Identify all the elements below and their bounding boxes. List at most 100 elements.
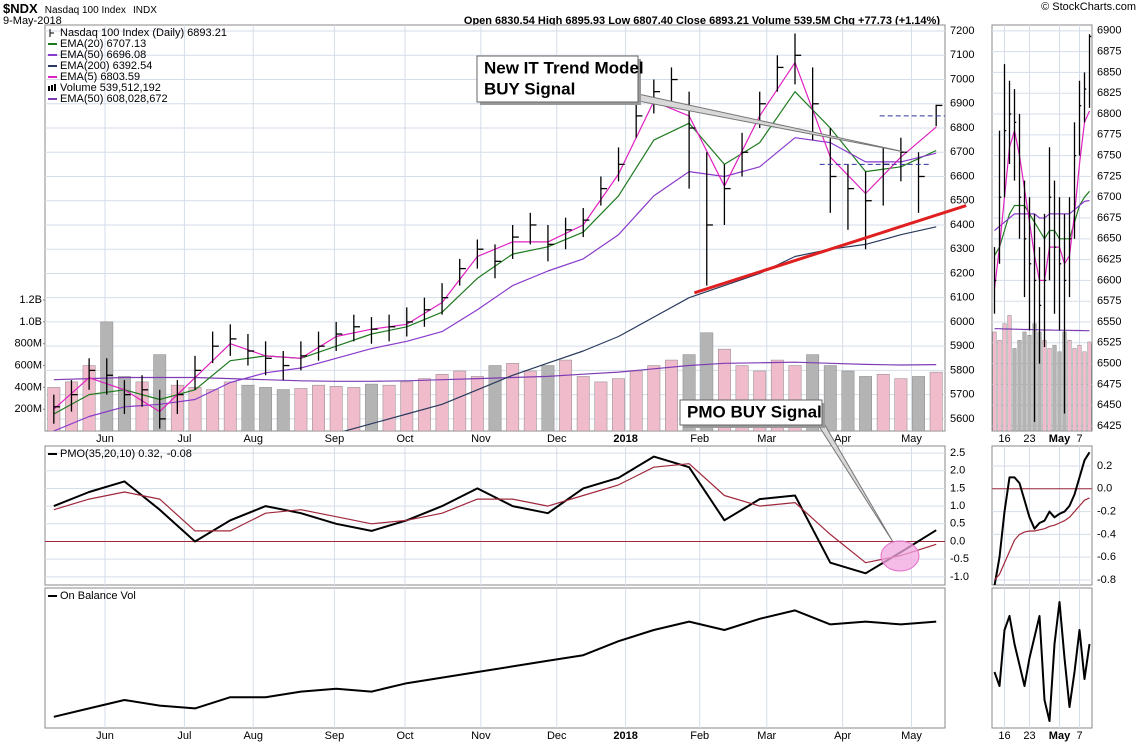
x-tick-label: Jun — [96, 730, 114, 742]
y-tick-label: 6550 — [1097, 316, 1121, 328]
volume-bar — [997, 339, 1002, 431]
x-tick-label: Nov — [471, 433, 491, 445]
series-line — [994, 497, 1090, 581]
y-tick-label: 6450 — [1097, 399, 1121, 411]
y-tick-label: 6575 — [1097, 295, 1121, 307]
x-tick-label: Mar — [757, 433, 776, 445]
x-tick-label: Aug — [243, 433, 263, 445]
legend-label: EMA(20) 6707.13 — [60, 38, 146, 50]
y-tick-label: 6475 — [1097, 378, 1121, 390]
symbol: $NDX — [3, 1, 38, 16]
volume-bar — [206, 389, 220, 431]
y-tick-label: 0.5 — [950, 518, 965, 530]
series-line — [53, 361, 937, 382]
series-line — [994, 328, 1090, 332]
y-tick-label: 2.5 — [950, 447, 965, 459]
x-tick-label: Jul — [177, 730, 191, 742]
volume-bar — [382, 384, 396, 431]
series-line — [993, 110, 1091, 289]
x-tick-label: May — [901, 433, 922, 445]
y-tick-label: -0.8 — [1097, 574, 1116, 586]
x-tick-label: Sep — [325, 730, 345, 742]
x-tick-label: Feb — [690, 730, 709, 742]
series-line — [994, 199, 1090, 231]
volume-bar — [894, 378, 908, 431]
x-tick-label: Nov — [471, 730, 491, 742]
series-line — [53, 137, 937, 431]
plot-area — [992, 34, 1092, 431]
x-tick-label: Feb — [690, 433, 709, 445]
volume-bar — [470, 376, 484, 431]
callout-box — [679, 399, 823, 426]
volume-bar — [1007, 315, 1012, 431]
y-tick-label: 6600 — [950, 170, 974, 182]
volume-bar — [1042, 339, 1047, 431]
highlight — [880, 540, 920, 572]
volume-bar — [823, 365, 837, 431]
volume-bar — [629, 370, 643, 431]
y-tick-label: 6750 — [1097, 150, 1121, 162]
y-tick-label: 7200 — [950, 25, 974, 37]
x-tick-label: Apr — [834, 730, 851, 742]
volume-bar — [1047, 348, 1052, 431]
volume-tick-label: 600M — [14, 359, 42, 371]
volume-bar — [912, 376, 925, 431]
panel — [991, 445, 1093, 586]
volume-bar — [992, 331, 997, 431]
y-tick-label: 5800 — [950, 364, 974, 376]
volume-bar — [523, 370, 537, 431]
volume-bar — [276, 389, 290, 431]
volume-bar — [1072, 348, 1077, 431]
series-line — [53, 463, 937, 564]
y-tick-label: 6100 — [950, 292, 974, 304]
x-tick-label: Oct — [396, 433, 413, 445]
volume-bar — [541, 365, 555, 431]
panel — [991, 24, 1093, 432]
y-tick-label: 6700 — [950, 146, 974, 158]
y-tick-label: 6500 — [1097, 358, 1121, 370]
volume-bar — [347, 387, 361, 431]
legend-swatch — [49, 29, 54, 37]
x-tick-label: 23 — [1023, 730, 1035, 742]
y-tick-label: 6725 — [1097, 170, 1121, 182]
x-tick-label: Jul — [177, 433, 191, 445]
legend-label: On Balance Vol — [60, 590, 136, 602]
volume-bar — [665, 359, 678, 431]
watermark: © StockCharts.com — [1041, 1, 1136, 13]
chart-header: $NDX Nasdaq 100 Index INDX — [3, 1, 157, 16]
volume-bar — [223, 381, 237, 431]
legend-label: Nasdaq 100 Index (Daily) 6893.21 — [60, 27, 227, 39]
x-tick-label: Sep — [325, 433, 345, 445]
volume-bar — [1002, 323, 1007, 431]
volume-bar — [312, 384, 325, 431]
y-tick-label: 1.5 — [950, 482, 965, 494]
y-tick-label: 0.2 — [1097, 460, 1112, 472]
x-tick-label: 2018 — [613, 433, 637, 445]
y-tick-label: 0.0 — [1097, 483, 1112, 495]
x-tick-label: 7 — [1076, 730, 1082, 742]
volume-bar — [365, 383, 378, 431]
x-tick-label: 2018 — [613, 730, 637, 742]
legend-label: EMA(50) 608,028,672 — [60, 93, 168, 105]
volume-bar — [859, 376, 873, 431]
y-tick-label: -0.5 — [950, 553, 969, 565]
volume-bar — [453, 370, 467, 431]
y-tick-label: 5700 — [950, 389, 974, 401]
y-tick-label: 7100 — [950, 49, 974, 61]
volume-bar — [241, 384, 255, 431]
legend-swatch — [48, 86, 50, 91]
y-tick-label: 0.0 — [950, 535, 965, 547]
y-tick-label: 6900 — [1097, 25, 1121, 37]
index-name: Nasdaq 100 Index — [45, 5, 126, 16]
legend-swatch — [54, 84, 56, 91]
annotation: New IT Trend Model — [484, 58, 644, 77]
x-tick-label: Dec — [547, 433, 567, 445]
volume-tick-label: 200M — [14, 403, 42, 415]
y-tick-label: -1.0 — [950, 571, 969, 583]
volume-bar — [1077, 344, 1082, 431]
y-tick-label: 6825 — [1097, 87, 1121, 99]
x-tick-label: Dec — [547, 730, 567, 742]
legend-label: Volume 539,512,192 — [60, 82, 161, 94]
panel — [44, 445, 946, 586]
